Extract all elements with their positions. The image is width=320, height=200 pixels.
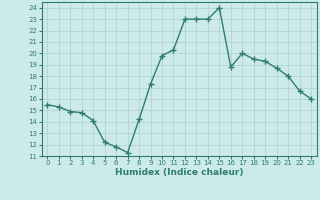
X-axis label: Humidex (Indice chaleur): Humidex (Indice chaleur)	[115, 168, 244, 177]
